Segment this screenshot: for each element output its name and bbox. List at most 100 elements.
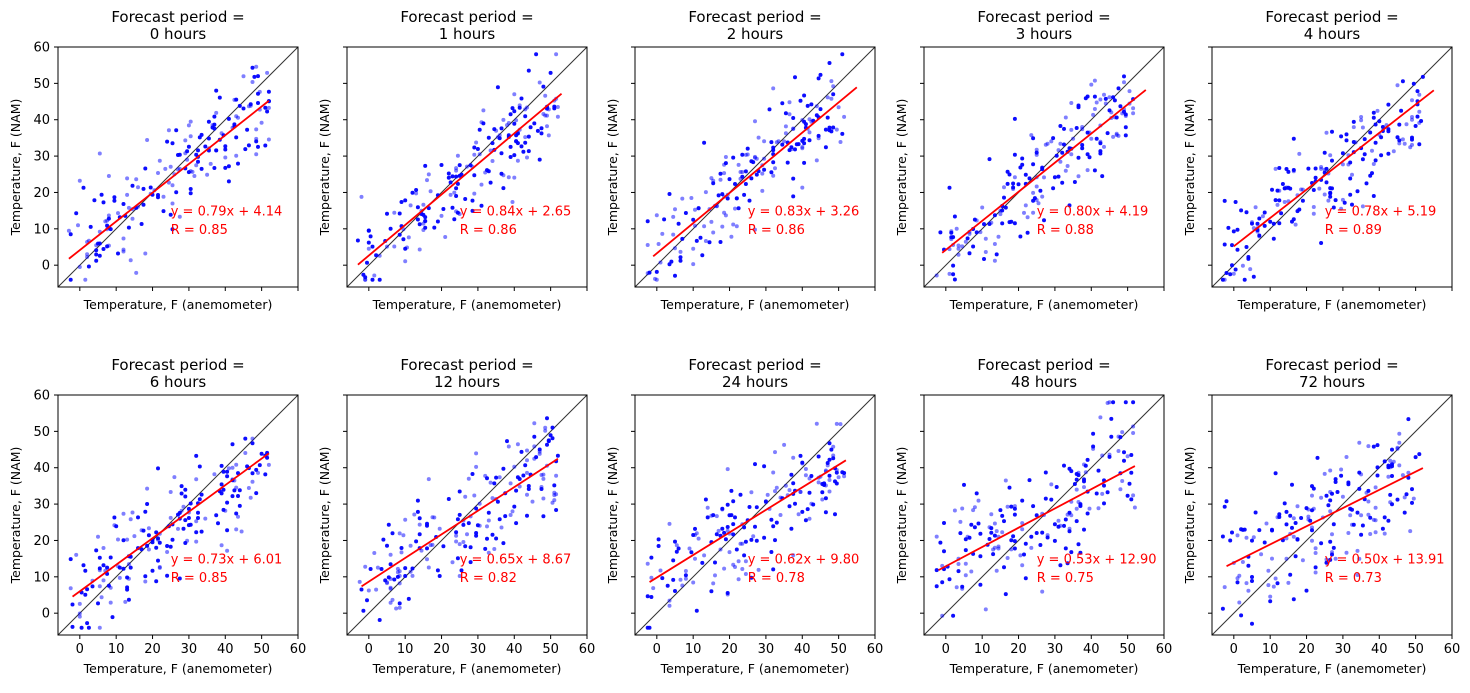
data-point [523, 107, 528, 112]
data-point [1009, 504, 1014, 509]
y-axis-label: Temperature, F (NAM) [317, 447, 332, 585]
data-point [1034, 147, 1039, 152]
data-point [508, 513, 513, 517]
data-point [727, 177, 732, 182]
data-point [1371, 194, 1376, 198]
data-point [230, 465, 235, 470]
data-point [951, 613, 956, 618]
data-point [150, 568, 155, 573]
data-point [1122, 458, 1126, 463]
data-point [694, 238, 699, 243]
data-point [709, 176, 714, 181]
data-point [680, 196, 685, 201]
data-point [723, 161, 728, 166]
data-point [474, 533, 479, 538]
data-point [395, 566, 400, 571]
data-point [1012, 175, 1017, 180]
fit-equation: y = 0.53x + 12.90 [1037, 553, 1157, 568]
data-point [974, 491, 979, 496]
data-point [1324, 130, 1329, 135]
data-point [1388, 458, 1393, 463]
data-point [956, 569, 961, 574]
data-point [97, 151, 102, 156]
data-point [983, 250, 988, 254]
data-point [1087, 155, 1092, 160]
scatter-points [645, 52, 847, 282]
data-point [1340, 151, 1345, 156]
data-point [958, 519, 963, 524]
data-point [722, 530, 727, 535]
data-point [798, 98, 803, 103]
data-point [426, 565, 431, 570]
data-point [1131, 493, 1136, 498]
data-point [1107, 454, 1112, 459]
data-point [377, 618, 382, 622]
scatter-points [1220, 417, 1422, 626]
data-point [820, 497, 825, 502]
data-point [1322, 471, 1327, 476]
data-point [143, 166, 148, 171]
data-point [154, 530, 159, 535]
data-point [960, 244, 965, 249]
data-point [1402, 510, 1407, 515]
data-point [145, 486, 150, 491]
x-axis-label: Temperature, F (anemometer) [660, 297, 850, 312]
data-point [1240, 560, 1245, 564]
data-point [497, 475, 502, 480]
data-point [523, 463, 528, 468]
data-point [1413, 124, 1418, 128]
data-point [723, 155, 728, 159]
data-point [1231, 229, 1236, 234]
data-point [512, 109, 517, 114]
data-point [1373, 140, 1378, 145]
data-point [1116, 449, 1121, 453]
data-point [1371, 517, 1376, 522]
data-point [651, 586, 656, 591]
data-point [754, 172, 759, 177]
data-point [700, 560, 705, 565]
data-point [510, 509, 515, 514]
data-point [805, 103, 810, 108]
data-point [1360, 157, 1365, 162]
data-point [156, 558, 160, 563]
data-point [1357, 440, 1362, 445]
x-tick-label: 30 [1047, 642, 1064, 657]
data-point [1049, 482, 1054, 487]
data-point [1380, 125, 1385, 129]
data-point [443, 235, 448, 239]
data-point [676, 546, 681, 551]
data-point [1054, 485, 1059, 489]
data-point [831, 444, 836, 449]
data-point [94, 248, 99, 253]
fit-equation: y = 0.84x + 2.65 [460, 205, 572, 220]
data-point [519, 96, 524, 101]
data-point [403, 517, 408, 522]
x-tick-label: 50 [1407, 642, 1424, 657]
data-point [532, 421, 537, 426]
data-point [143, 251, 148, 256]
data-point [787, 488, 792, 493]
data-point [1348, 176, 1353, 181]
data-point [361, 608, 366, 613]
data-point [256, 74, 260, 79]
data-point [1277, 166, 1282, 170]
data-point [450, 560, 455, 565]
data-point [1222, 242, 1227, 247]
data-point [1291, 136, 1296, 141]
data-point [417, 532, 422, 537]
data-point [515, 442, 520, 447]
data-point [1230, 243, 1234, 248]
data-point [99, 595, 104, 600]
data-point [760, 188, 765, 193]
data-point [183, 494, 188, 499]
data-point [1123, 133, 1128, 138]
data-point [645, 561, 650, 566]
data-point [555, 114, 560, 119]
data-point [1012, 512, 1017, 517]
data-point [97, 584, 102, 589]
data-point [495, 85, 500, 90]
data-point [1082, 479, 1086, 484]
data-point [1404, 492, 1409, 497]
data-point [401, 533, 406, 538]
